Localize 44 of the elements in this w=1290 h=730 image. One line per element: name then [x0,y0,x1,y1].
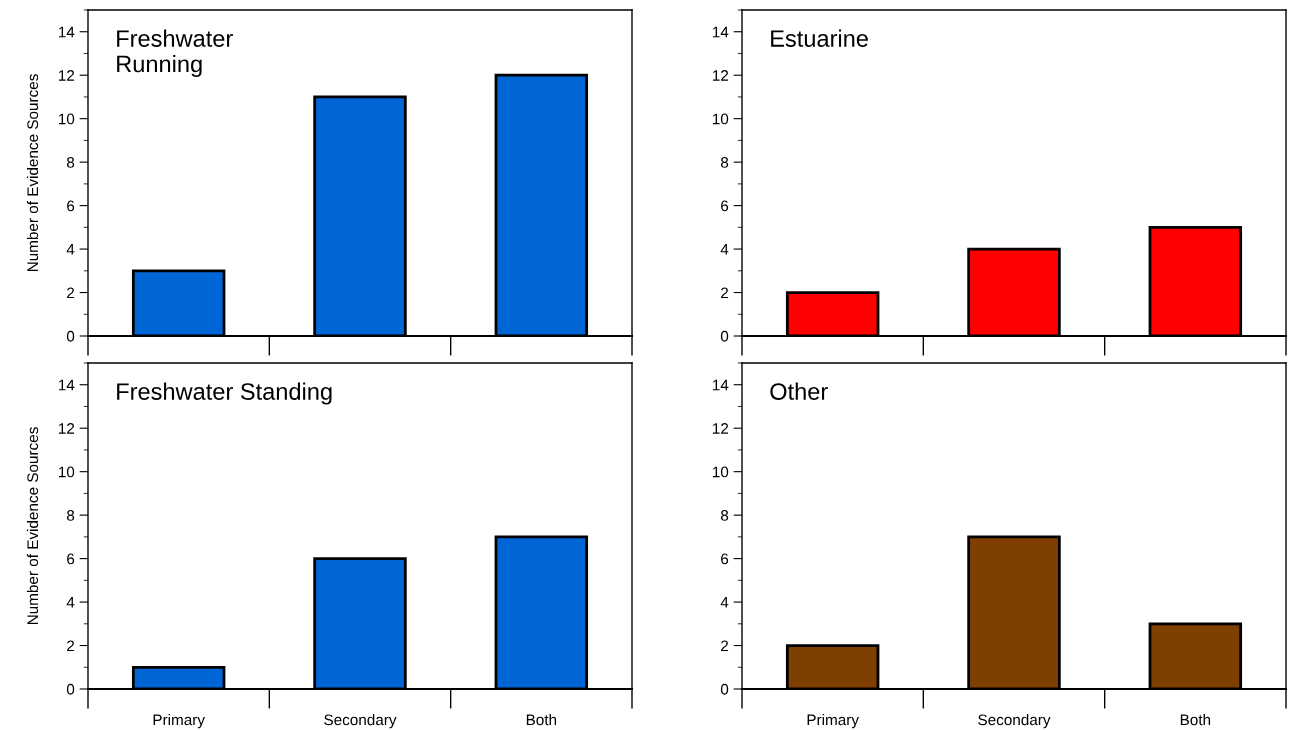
x-tick-label: Primary [807,714,859,729]
y-tick-label: 2 [721,640,729,652]
text: Freshwater Standing [117,382,332,405]
x-tick-label: Secondary [978,714,1051,729]
y-tick-label: 6 [67,200,75,212]
y-tick-label: 10 [712,466,729,478]
y-tick-label: 2 [67,287,75,299]
y-tick-label: 10 [712,113,729,125]
y-tick-label: 4 [66,244,75,255]
y-tick-label: 0 [720,683,729,695]
y-tick-label: 12 [58,423,75,434]
y-tick-label: 2 [67,640,75,652]
text: Other [770,382,828,400]
y-tick-label: 10 [58,466,75,478]
y-tick-label: 12 [712,70,729,81]
y-tick-label: 4 [720,244,729,255]
text: Freshwater Running [117,29,233,77]
y-tick-label: 6 [721,553,729,565]
y-axis-title: Number of Evidence Sources [26,427,39,625]
y-tick-label: 8 [66,510,75,521]
y-tick-label: 14 [712,379,729,391]
y-tick-label: 14 [58,26,75,38]
y-tick-label: 0 [66,330,75,342]
y-tick-label: 8 [720,510,729,521]
y-tick-label: 8 [720,157,729,168]
y-tick-label: 12 [712,423,729,434]
x-tick-label: Secondary [324,714,397,729]
y-tick-label: 0 [720,330,729,342]
y-tick-label: 8 [66,157,75,168]
y-tick-label: 14 [58,379,75,391]
y-tick-label: 6 [721,200,729,212]
x-tick-label: Primary [153,714,205,729]
x-tick-label: Both [526,714,557,726]
y-tick-label: 6 [67,553,75,565]
y-tick-label: 10 [58,113,75,125]
y-axis-title: Number of Evidence Sources [26,74,39,272]
y-tick-label: 0 [66,683,75,695]
y-tick-label: 4 [720,597,729,608]
text: Estuarine [771,29,868,47]
y-tick-label: 2 [721,287,729,299]
y-tick-label: 12 [58,70,75,81]
x-tick-label: Both [1180,714,1211,726]
y-tick-label: 14 [712,26,729,38]
y-tick-label: 4 [66,597,75,608]
